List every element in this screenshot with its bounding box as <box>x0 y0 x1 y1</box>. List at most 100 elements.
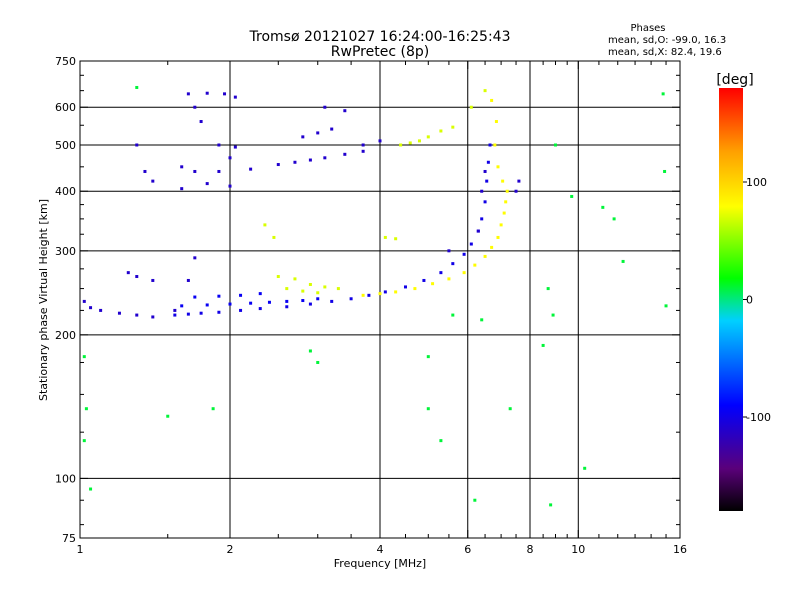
colorbar-label: [deg] <box>716 72 753 88</box>
data-point <box>193 105 197 109</box>
data-point <box>180 304 184 308</box>
data-point <box>272 235 276 239</box>
data-point <box>473 498 477 502</box>
data-point <box>551 313 555 317</box>
x-tick-label: 1 <box>77 543 84 556</box>
x-tick-label: 4 <box>377 543 384 556</box>
data-points <box>82 85 668 507</box>
data-point <box>135 143 139 147</box>
data-point <box>480 217 484 221</box>
x-tick-label: 10 <box>571 543 585 556</box>
x-tick-label: 6 <box>464 543 471 556</box>
data-point <box>186 92 190 96</box>
data-point <box>514 189 518 193</box>
data-point <box>285 305 289 309</box>
data-point <box>439 439 443 443</box>
data-point <box>361 293 365 297</box>
data-point <box>263 223 267 227</box>
data-point <box>361 143 365 147</box>
data-point <box>135 313 139 317</box>
data-point <box>301 299 305 303</box>
data-point <box>451 125 455 129</box>
data-point <box>239 308 243 312</box>
data-point <box>323 156 327 160</box>
data-point <box>258 307 262 311</box>
data-point <box>549 503 553 507</box>
data-point <box>217 310 221 314</box>
data-point <box>451 262 455 266</box>
data-point <box>349 297 353 301</box>
data-point <box>517 179 521 183</box>
data-point <box>249 301 253 305</box>
data-point <box>205 91 209 95</box>
colorbar-tick-label: -100 <box>746 411 771 424</box>
data-point <box>285 299 289 303</box>
data-point <box>508 407 512 411</box>
data-point <box>308 282 312 286</box>
data-point <box>330 299 334 303</box>
chart-title: Tromsø 20121027 16:24:00-16:25:43 <box>249 29 511 45</box>
y-axis-label: Stationary phase Virtual Height [km] <box>37 199 50 401</box>
data-point <box>505 189 509 193</box>
data-point <box>494 120 498 124</box>
colorbar-tick-label: 100 <box>746 176 767 189</box>
data-point <box>233 95 237 99</box>
data-point <box>483 254 487 258</box>
y-tick-label: 500 <box>55 139 76 152</box>
data-point <box>367 293 371 297</box>
y-tick-label: 200 <box>55 329 76 342</box>
colorbar <box>719 88 743 511</box>
x-tick-label: 16 <box>673 543 687 556</box>
data-point <box>193 256 197 260</box>
phase-header: Phases <box>630 23 665 34</box>
data-point <box>84 407 88 411</box>
data-point <box>439 129 443 133</box>
data-point <box>323 105 327 109</box>
y-tick-label: 100 <box>55 472 76 485</box>
data-point <box>462 271 466 275</box>
data-point <box>117 311 121 315</box>
data-point <box>343 152 347 156</box>
data-point <box>293 160 297 164</box>
data-point <box>541 343 545 347</box>
data-point <box>330 127 334 131</box>
data-point <box>486 160 490 164</box>
data-point <box>285 287 289 291</box>
data-point <box>228 156 232 160</box>
data-point <box>267 300 271 304</box>
data-point <box>473 263 477 267</box>
data-point <box>553 143 557 147</box>
data-point <box>336 287 340 291</box>
data-point <box>205 182 209 186</box>
data-point <box>249 167 253 171</box>
data-point <box>496 165 500 169</box>
data-point <box>166 414 170 418</box>
data-point <box>151 179 155 183</box>
data-point <box>217 294 221 298</box>
data-point <box>490 98 494 102</box>
data-point <box>316 297 320 301</box>
data-point <box>383 235 387 239</box>
data-point <box>135 275 139 279</box>
data-point <box>239 293 243 297</box>
data-point <box>199 311 203 315</box>
data-point <box>186 312 190 316</box>
data-point <box>661 92 665 96</box>
data-point <box>426 135 430 139</box>
colorbar-ticks: 100 0 -100 <box>743 176 771 424</box>
data-point <box>135 85 139 89</box>
data-point <box>663 169 667 173</box>
axis-ticks: 1 2 4 6 8 10 16 75 100 200 300 400 500 600 750 <box>55 55 687 556</box>
data-point <box>301 289 305 293</box>
data-point <box>426 407 430 411</box>
data-point <box>612 217 616 221</box>
data-point <box>426 355 430 359</box>
colorbar-tick-label: 0 <box>746 294 753 307</box>
data-point <box>496 235 500 239</box>
data-point <box>394 290 398 294</box>
data-point <box>378 292 382 296</box>
data-point <box>233 145 237 149</box>
data-point <box>323 285 327 289</box>
data-point <box>462 252 466 256</box>
